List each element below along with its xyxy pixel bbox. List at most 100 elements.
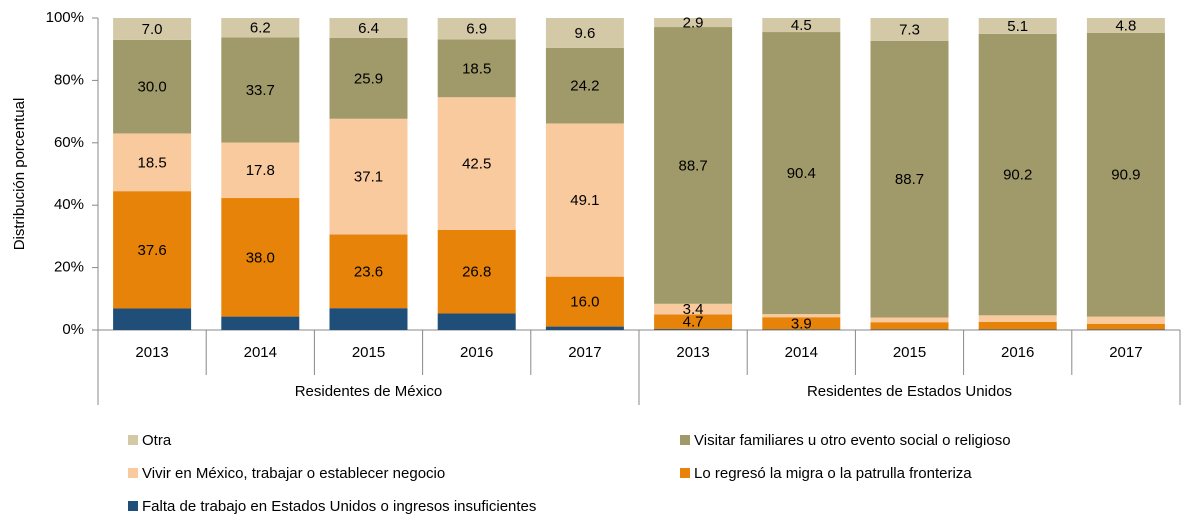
x-tick-label: 2013 (135, 344, 168, 361)
bar-segment (870, 40, 949, 318)
bar-segment (762, 18, 841, 33)
bar-segment (978, 321, 1057, 330)
data-label: 88.7 (678, 157, 707, 174)
data-label: 37.6 (137, 242, 166, 259)
x-tick-label: 2016 (460, 344, 493, 361)
bar-segment (1086, 323, 1165, 330)
legend-swatch (128, 435, 138, 445)
bar-segment (545, 326, 624, 330)
y-tick-label: 60% (54, 134, 84, 151)
data-label: 88.7 (895, 171, 924, 188)
bar-segment (762, 329, 841, 330)
bar-segment (870, 317, 949, 323)
data-label: 38.0 (246, 249, 275, 266)
x-tick-label: 2014 (785, 344, 818, 361)
x-tick-label: 2015 (893, 344, 926, 361)
data-label: 17.8 (246, 162, 275, 179)
x-tick-label: 2014 (244, 344, 277, 361)
data-label: 18.5 (137, 154, 166, 171)
bar-segment (978, 329, 1057, 330)
bar-segment (329, 18, 408, 38)
x-tick-label: 2017 (568, 344, 601, 361)
legend-swatch (128, 501, 138, 511)
bar-segment (978, 33, 1057, 316)
data-label: 30.0 (137, 79, 166, 96)
bar-segment (221, 37, 300, 143)
bar-segment (437, 18, 516, 40)
bar-segment (221, 198, 300, 317)
data-label: 6.2 (250, 20, 271, 37)
bar-segment (437, 313, 516, 330)
data-label: 23.6 (354, 263, 383, 280)
bar-segment (113, 308, 192, 330)
bar-segment (113, 133, 192, 192)
legend-swatch (680, 435, 690, 445)
bar-segment (870, 329, 949, 330)
bar-segment (329, 234, 408, 309)
data-label: 3.9 (791, 315, 812, 332)
data-label: 16.0 (570, 294, 599, 311)
bar-segment (654, 329, 733, 330)
data-label: 49.1 (570, 192, 599, 209)
legend-label: Lo regresó la migra o la patrulla fronte… (694, 465, 972, 482)
bar-segment (113, 191, 192, 309)
bar-segment (654, 18, 733, 28)
legend-label: Otra (142, 432, 172, 449)
y-axis-label: Distribución porcentual (11, 98, 28, 251)
bar-segment (545, 47, 624, 124)
data-label: 24.2 (570, 78, 599, 95)
x-tick-label: 2013 (676, 344, 709, 361)
x-tick-label: 2016 (1001, 344, 1034, 361)
bar-segment (1086, 18, 1165, 33)
bar-segment (1086, 329, 1165, 330)
bar-segment (221, 316, 300, 330)
group-label: Residentes de México (295, 383, 443, 400)
legend-label: Falta de trabajo en Estados Unidos o ing… (142, 498, 536, 515)
bar-segment (762, 32, 841, 315)
data-label: 90.4 (787, 165, 816, 182)
legend-label: Visitar familiares u otro evento social … (694, 432, 1011, 449)
data-label: 5.1 (1007, 18, 1028, 35)
data-label: 4.8 (1115, 17, 1136, 34)
data-label: 7.0 (142, 21, 163, 38)
y-tick-label: 20% (54, 259, 84, 276)
bar-segment (329, 308, 408, 330)
data-label: 2.9 (683, 14, 704, 31)
group-label: Residentes de Estados Unidos (807, 383, 1012, 400)
data-label: 18.5 (462, 60, 491, 77)
bar-segment (654, 314, 733, 330)
data-label: 33.7 (246, 82, 275, 99)
bar-segment (545, 123, 624, 277)
bar-segment (113, 18, 192, 40)
y-tick-label: 40% (54, 196, 84, 213)
bar-segment (762, 317, 841, 330)
bar-segment (113, 39, 192, 134)
bar-segment (437, 97, 516, 230)
legend-swatch (128, 468, 138, 478)
bar-segment (545, 276, 624, 327)
bar-segment (654, 303, 733, 315)
data-label: 26.8 (462, 264, 491, 281)
data-label: 7.3 (899, 21, 920, 38)
bar-segment (870, 322, 949, 330)
legend-swatch (680, 468, 690, 478)
legend-label: Vivir en México, trabajar o establecer n… (142, 465, 445, 482)
data-label: 9.6 (574, 25, 595, 42)
data-label: 90.2 (1003, 167, 1032, 184)
y-tick-label: 80% (54, 71, 84, 88)
data-label: 3.4 (683, 301, 704, 318)
data-label: 6.4 (358, 20, 379, 37)
bar-segment (978, 315, 1057, 322)
bar-segment (870, 18, 949, 41)
bar-segment (978, 18, 1057, 34)
bar-segment (329, 118, 408, 235)
bar-segment (545, 18, 624, 48)
data-label: 90.9 (1111, 167, 1140, 184)
data-label: 4.7 (683, 314, 704, 331)
y-tick-label: 100% (46, 9, 84, 26)
data-label: 37.1 (354, 169, 383, 186)
bar-segment (329, 37, 408, 119)
bar-segment (1086, 316, 1165, 324)
bar-segment (437, 229, 516, 314)
bar-segment (221, 142, 300, 199)
